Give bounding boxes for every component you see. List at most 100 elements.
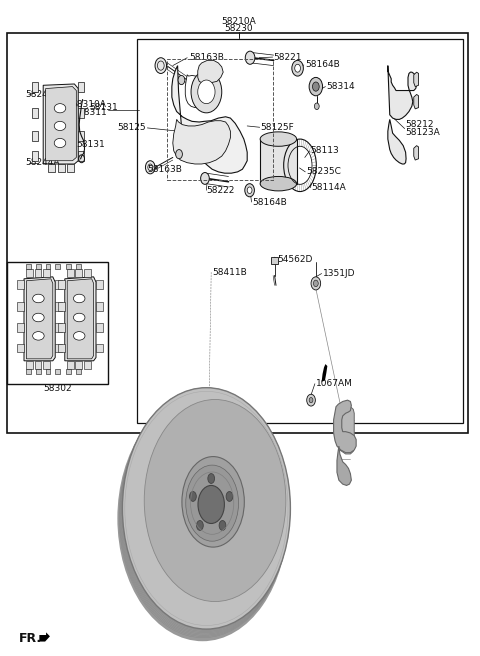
Circle shape	[295, 64, 300, 72]
Polygon shape	[339, 405, 354, 454]
Text: 58244A: 58244A	[25, 90, 60, 99]
Circle shape	[314, 103, 319, 110]
Text: 58113: 58113	[311, 146, 339, 155]
Text: 58222: 58222	[206, 186, 235, 195]
Polygon shape	[337, 446, 351, 485]
Polygon shape	[414, 146, 419, 160]
Polygon shape	[67, 279, 94, 359]
Polygon shape	[78, 131, 84, 141]
Ellipse shape	[118, 395, 288, 641]
Polygon shape	[96, 280, 103, 289]
Text: 58164B: 58164B	[252, 197, 287, 207]
Circle shape	[292, 60, 303, 76]
Circle shape	[155, 58, 167, 73]
Polygon shape	[35, 269, 41, 277]
Ellipse shape	[196, 521, 203, 531]
Circle shape	[198, 80, 215, 104]
Polygon shape	[84, 361, 91, 369]
Text: 58411B: 58411B	[212, 268, 247, 277]
Ellipse shape	[208, 474, 215, 483]
Polygon shape	[66, 264, 71, 269]
Text: 1220FS: 1220FS	[232, 420, 265, 430]
Polygon shape	[17, 302, 24, 311]
Polygon shape	[65, 277, 96, 361]
Ellipse shape	[186, 465, 239, 541]
Text: 58311: 58311	[78, 108, 107, 117]
Polygon shape	[17, 323, 24, 332]
Text: 58235C: 58235C	[306, 167, 341, 176]
Polygon shape	[172, 66, 247, 173]
Text: 58210A: 58210A	[222, 17, 256, 26]
Polygon shape	[26, 369, 31, 374]
Polygon shape	[43, 84, 78, 164]
Ellipse shape	[226, 491, 233, 501]
Polygon shape	[32, 82, 38, 92]
Polygon shape	[67, 269, 74, 277]
Polygon shape	[26, 279, 53, 359]
Polygon shape	[58, 323, 65, 332]
Text: 58244A: 58244A	[25, 158, 60, 167]
Polygon shape	[26, 264, 31, 269]
Text: 58163B: 58163B	[147, 165, 182, 174]
Circle shape	[245, 184, 254, 197]
Text: 58212: 58212	[406, 120, 434, 129]
Polygon shape	[36, 264, 41, 269]
Polygon shape	[55, 264, 60, 269]
Polygon shape	[414, 94, 419, 109]
Text: 58164B: 58164B	[305, 60, 339, 70]
Text: 58114A: 58114A	[312, 183, 346, 192]
Text: 54562D: 54562D	[277, 255, 313, 264]
Ellipse shape	[73, 332, 85, 340]
Circle shape	[311, 277, 321, 290]
Ellipse shape	[260, 176, 297, 191]
Ellipse shape	[190, 491, 196, 501]
Ellipse shape	[73, 314, 85, 322]
Polygon shape	[35, 361, 41, 369]
Polygon shape	[43, 361, 50, 369]
Polygon shape	[388, 119, 406, 164]
Text: 1067AM: 1067AM	[316, 379, 353, 388]
Polygon shape	[76, 264, 81, 269]
Polygon shape	[58, 280, 65, 289]
Ellipse shape	[219, 521, 226, 531]
Bar	[167, 59, 273, 180]
Polygon shape	[76, 369, 81, 374]
Ellipse shape	[260, 132, 297, 146]
Text: 58163B: 58163B	[190, 53, 225, 62]
Ellipse shape	[182, 457, 244, 547]
Circle shape	[309, 398, 313, 403]
Polygon shape	[32, 151, 38, 161]
Polygon shape	[46, 87, 76, 161]
Polygon shape	[198, 60, 223, 84]
Polygon shape	[55, 369, 60, 374]
Polygon shape	[58, 344, 65, 352]
Circle shape	[145, 161, 155, 174]
Circle shape	[307, 394, 315, 406]
Circle shape	[309, 77, 323, 96]
Polygon shape	[78, 151, 84, 161]
Polygon shape	[75, 361, 82, 369]
Polygon shape	[26, 269, 33, 277]
Polygon shape	[32, 131, 38, 141]
Polygon shape	[36, 369, 41, 374]
Text: 58125: 58125	[118, 123, 146, 133]
Polygon shape	[204, 474, 210, 491]
Polygon shape	[185, 75, 206, 108]
Polygon shape	[67, 361, 74, 369]
Polygon shape	[46, 369, 50, 374]
Ellipse shape	[33, 314, 44, 322]
Polygon shape	[84, 269, 91, 277]
Polygon shape	[414, 72, 419, 87]
Circle shape	[201, 173, 209, 184]
Polygon shape	[96, 344, 103, 352]
Polygon shape	[55, 323, 62, 332]
Polygon shape	[96, 302, 103, 311]
Polygon shape	[39, 632, 50, 642]
Text: 1351JD: 1351JD	[323, 269, 355, 278]
Polygon shape	[55, 302, 62, 311]
Ellipse shape	[33, 332, 44, 340]
Polygon shape	[66, 369, 71, 374]
Text: 58123A: 58123A	[406, 128, 440, 137]
Circle shape	[178, 75, 185, 85]
Ellipse shape	[54, 138, 66, 148]
